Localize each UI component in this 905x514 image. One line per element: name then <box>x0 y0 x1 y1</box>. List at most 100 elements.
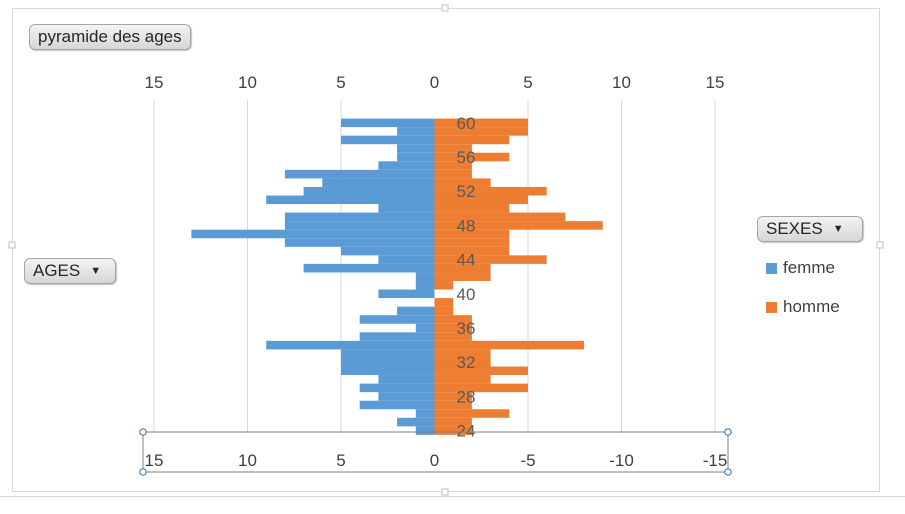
bar-femme-30 <box>378 375 435 384</box>
bar-homme-28 <box>434 392 472 401</box>
age-tick-label: 52 <box>457 182 476 201</box>
tick-labels: 15 10 5 0 5 10 15 24 28 32 36 40 44 48 52 56 60 15 10 5 0 -5 -… <box>145 73 728 470</box>
age-tick-label: 40 <box>457 285 476 304</box>
bar-femme-60 <box>341 118 435 128</box>
bar-femme-46 <box>284 238 435 247</box>
bar-homme-52 <box>434 186 547 196</box>
top-tick-label: 10 <box>238 73 257 92</box>
bar-homme-56 <box>434 152 510 162</box>
top-tick-label: 15 <box>706 73 725 92</box>
bar-homme-50 <box>434 204 510 213</box>
dropdown-arrow-icon: ▼ <box>832 223 844 235</box>
selection-handle[interactable] <box>139 468 147 476</box>
bar-femme-29 <box>359 383 435 393</box>
bar-homme-25 <box>434 417 472 427</box>
bar-femme-55 <box>378 161 435 170</box>
age-tick-label: 56 <box>457 148 476 167</box>
bar-femme-47 <box>191 229 435 239</box>
bar-femme-50 <box>378 204 435 213</box>
chart-resize-handle[interactable] <box>876 241 884 249</box>
legend-label-homme: homme <box>783 297 840 316</box>
bar-femme-53 <box>322 178 435 187</box>
legend-swatch-femme <box>766 262 777 274</box>
selection-handle[interactable] <box>724 468 732 476</box>
bar-homme-53 <box>434 178 491 187</box>
bottom-tick-label: 0 <box>430 451 439 470</box>
ages-field-button[interactable]: AGES ▼ <box>24 258 116 284</box>
chart-title-field-button[interactable]: pyramide des ages <box>29 24 191 50</box>
legend-label-femme: femme <box>783 258 835 277</box>
chart-title-label: pyramide des ages <box>38 27 182 46</box>
bar-homme-35 <box>434 332 472 341</box>
age-tick-label: 48 <box>457 216 476 235</box>
bar-femme-24 <box>415 426 435 435</box>
bottom-tick-label: -15 <box>703 451 728 470</box>
bar-homme-26 <box>434 409 510 418</box>
top-tick-label: 10 <box>612 73 631 92</box>
legend-swatch-homme <box>766 301 777 313</box>
legend-item-femme: femme <box>766 258 835 278</box>
bar-femme-38 <box>397 306 435 316</box>
sexes-field-button[interactable]: SEXES ▼ <box>757 216 863 242</box>
bar-femme-56 <box>397 152 435 162</box>
bar-homme-43 <box>434 263 491 273</box>
bar-femme-32 <box>341 357 435 367</box>
bar-homme-31 <box>434 366 528 376</box>
bottom-tick-label: 15 <box>145 451 164 470</box>
bar-homme-45 <box>434 246 510 256</box>
legend-item-homme: homme <box>766 297 840 317</box>
bar-femme-36 <box>415 323 435 333</box>
age-tick-label: 28 <box>457 387 476 406</box>
bottom-tick-label: -10 <box>609 451 634 470</box>
bar-homme-59 <box>434 127 528 136</box>
chart-resize-handle[interactable] <box>441 4 449 12</box>
axis-selection[interactable] <box>8 4 884 496</box>
bar-homme-27 <box>434 400 472 410</box>
bars <box>191 118 603 435</box>
bar-femme-41 <box>415 281 435 290</box>
bar-homme-57 <box>434 144 472 153</box>
chart-resize-handle[interactable] <box>8 241 16 249</box>
selection-handle[interactable] <box>724 428 732 436</box>
bar-femme-45 <box>341 246 435 256</box>
age-tick-label: 32 <box>457 353 476 372</box>
bar-homme-60 <box>434 118 528 128</box>
top-tick-label: 5 <box>523 73 532 92</box>
bottom-tick-label: -5 <box>520 451 535 470</box>
bar-homme-30 <box>434 375 491 384</box>
bar-femme-37 <box>359 315 435 324</box>
bar-homme-33 <box>434 349 491 358</box>
bar-femme-59 <box>397 127 435 136</box>
bar-homme-47 <box>434 229 510 239</box>
bar-homme-34 <box>434 340 585 350</box>
selection-handle[interactable] <box>139 428 147 436</box>
bar-femme-26 <box>415 409 435 418</box>
dropdown-arrow-icon: ▼ <box>90 265 102 277</box>
bottom-axis-selection-box[interactable] <box>142 431 729 473</box>
bar-homme-38 <box>434 306 454 316</box>
bar-homme-41 <box>434 281 454 290</box>
chart-resize-handle[interactable] <box>441 488 449 496</box>
bar-femme-58 <box>341 135 435 145</box>
bar-femme-43 <box>303 263 435 273</box>
bar-femme-31 <box>341 366 435 376</box>
bar-homme-46 <box>434 238 510 247</box>
bar-homme-42 <box>434 272 491 281</box>
bar-femme-54 <box>284 169 435 179</box>
bottom-tick-label: 10 <box>238 451 257 470</box>
age-tick-label: 36 <box>457 319 476 338</box>
age-tick-label: 44 <box>457 251 476 270</box>
bottom-tick-label: 5 <box>336 451 345 470</box>
bar-homme-48 <box>434 221 603 230</box>
bar-femme-57 <box>397 144 435 153</box>
bar-femme-51 <box>266 195 435 205</box>
bar-femme-48 <box>284 221 435 230</box>
bar-homme-49 <box>434 212 566 222</box>
bar-homme-54 <box>434 169 472 179</box>
bar-homme-51 <box>434 195 528 205</box>
bar-homme-39 <box>434 298 454 307</box>
bar-femme-27 <box>359 400 435 410</box>
age-tick-label: 24 <box>457 422 476 441</box>
bar-homme-29 <box>434 383 528 393</box>
bar-femme-49 <box>284 212 435 222</box>
